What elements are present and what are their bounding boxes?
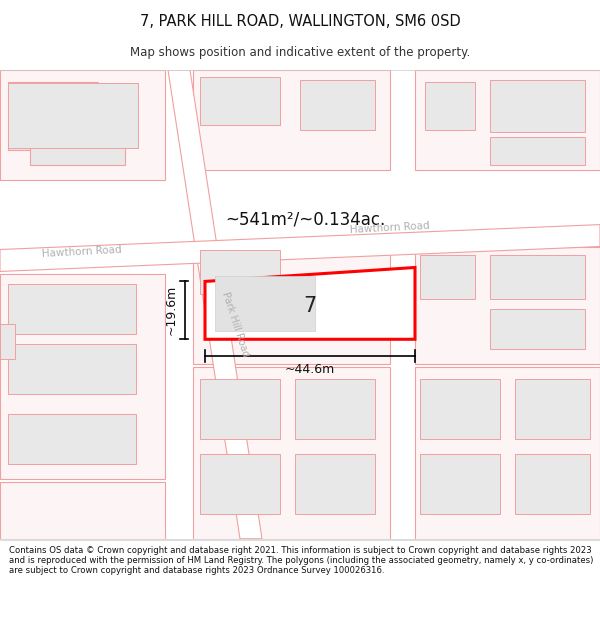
Bar — [8, 82, 98, 150]
Text: Hawthorn Road: Hawthorn Road — [350, 221, 430, 234]
Polygon shape — [193, 368, 390, 539]
Bar — [490, 80, 585, 132]
Bar — [420, 254, 475, 299]
Bar — [8, 83, 138, 148]
Bar — [490, 309, 585, 349]
Polygon shape — [0, 224, 600, 271]
Bar — [200, 249, 280, 294]
Bar — [420, 454, 500, 514]
Bar — [30, 110, 125, 165]
Polygon shape — [415, 246, 600, 364]
Polygon shape — [205, 268, 415, 339]
Bar — [425, 82, 475, 130]
Text: 7: 7 — [304, 296, 317, 316]
Bar — [200, 379, 280, 439]
Bar — [490, 254, 585, 299]
Bar — [8, 284, 136, 334]
Bar — [215, 276, 315, 331]
Text: 7, PARK HILL ROAD, WALLINGTON, SM6 0SD: 7, PARK HILL ROAD, WALLINGTON, SM6 0SD — [140, 14, 460, 29]
Bar — [200, 454, 280, 514]
Bar — [295, 379, 375, 439]
Bar — [8, 344, 136, 394]
Polygon shape — [168, 70, 262, 539]
Polygon shape — [415, 70, 600, 170]
Bar — [200, 77, 280, 125]
Bar — [295, 454, 375, 514]
Text: Contains OS data © Crown copyright and database right 2021. This information is : Contains OS data © Crown copyright and d… — [9, 546, 593, 576]
Bar — [515, 454, 590, 514]
Polygon shape — [0, 274, 165, 479]
Text: ~19.6m: ~19.6m — [164, 285, 178, 336]
Polygon shape — [193, 244, 390, 364]
Bar — [490, 137, 585, 165]
Text: Park Hill Road: Park Hill Road — [220, 291, 250, 358]
Polygon shape — [193, 70, 390, 170]
Bar — [0, 324, 15, 359]
Text: Hawthorn Road: Hawthorn Road — [42, 244, 122, 259]
Bar — [515, 379, 590, 439]
Bar — [8, 414, 136, 464]
Text: ~541m²/~0.134ac.: ~541m²/~0.134ac. — [225, 211, 385, 229]
Bar — [420, 379, 500, 439]
Polygon shape — [0, 70, 165, 180]
Bar — [300, 80, 375, 130]
Polygon shape — [415, 368, 600, 539]
Text: ~44.6m: ~44.6m — [285, 362, 335, 376]
Polygon shape — [0, 482, 165, 539]
Text: Map shows position and indicative extent of the property.: Map shows position and indicative extent… — [130, 46, 470, 59]
